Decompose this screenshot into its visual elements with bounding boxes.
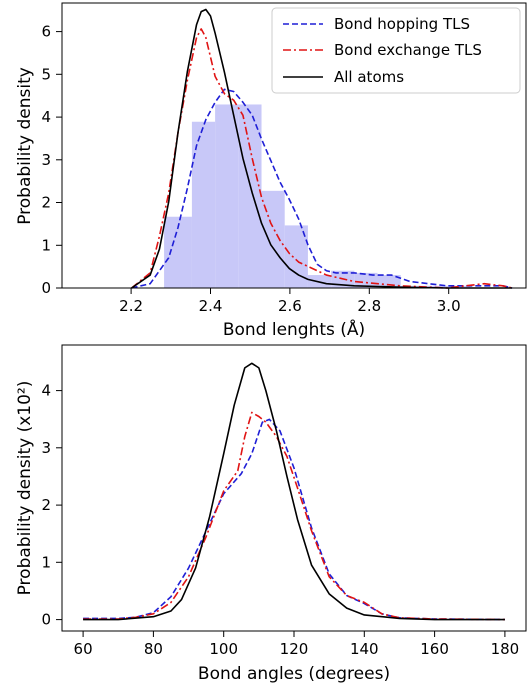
x-axis-top: 2.2 2.4 2.6 2.8 3.0 [119, 288, 461, 315]
x-tick-label: 80 [144, 640, 163, 658]
y-tick-label: 0 [41, 279, 51, 297]
histogram-bar [354, 272, 378, 288]
series-line-all-atoms [131, 8, 513, 289]
histogram-bar [284, 225, 308, 288]
histogram-bars [164, 104, 471, 289]
x-tick-label: 60 [74, 640, 93, 658]
series-line-bond-exchange-tls [131, 28, 513, 289]
histogram-bar [447, 285, 471, 288]
legend-label: All atoms [334, 68, 404, 86]
x-axis-title-bottom: Bond angles (degrees) [198, 664, 390, 684]
y-axis-top: 0 1 2 3 4 5 6 [41, 23, 62, 297]
y-tick-label: 4 [41, 108, 51, 126]
x-tick-label: 3.0 [437, 297, 461, 315]
x-tick-label: 180 [491, 640, 520, 658]
x-tick-label: 120 [280, 640, 309, 658]
x-axis-title-top: Bond lenghts (Å) [223, 318, 365, 340]
y-tick-label: 4 [41, 382, 51, 400]
bond-length-panel: 0 1 2 3 4 5 6 2.2 2.4 2.6 2.8 3.0 Bond l… [15, 2, 527, 340]
histogram-bar [215, 104, 239, 289]
axes-frame-top [61, 2, 527, 289]
y-tick-label: 5 [41, 65, 51, 83]
x-tick-label: 2.2 [119, 297, 143, 315]
y-axis-title-bottom: Probability density (x10²) [15, 381, 35, 596]
x-tick-label: 2.6 [278, 297, 302, 315]
x-axis-bottom: 60 80 100 120 140 160 180 [74, 631, 520, 658]
legend: Bond hopping TLS Bond exchange TLS All a… [271, 7, 521, 94]
plot-area-bottom [62, 345, 526, 631]
x-tick-label: 2.8 [357, 297, 381, 315]
y-tick-label: 6 [41, 23, 51, 41]
legend-label: Bond exchange TLS [334, 41, 482, 59]
histogram-bar [238, 104, 262, 289]
y-tick-label: 0 [41, 611, 51, 629]
y-tick-label: 2 [41, 194, 51, 212]
y-axis-bottom: 0 1 2 3 4 [41, 382, 62, 629]
series-line-all-atoms [83, 362, 505, 621]
histogram-bar [191, 121, 216, 288]
series-line-bond-hopping-tls [131, 88, 513, 289]
legend-box [271, 7, 521, 94]
x-tick-label: 2.4 [199, 297, 223, 315]
y-tick-label: 3 [41, 151, 51, 169]
series-lines-top [131, 8, 513, 289]
y-axis-title-top: Probability density [15, 67, 35, 225]
legend-label: Bond hopping TLS [334, 15, 470, 33]
x-tick-label: 100 [209, 640, 238, 658]
y-tick-label: 2 [41, 496, 51, 514]
x-tick-label: 140 [350, 640, 379, 658]
x-tick-label: 160 [420, 640, 449, 658]
y-tick-label: 3 [41, 439, 51, 457]
y-tick-label: 1 [41, 236, 51, 254]
y-tick-label: 1 [41, 553, 51, 571]
series-line-bond-exchange-tls [83, 411, 505, 621]
series-lines-bottom [83, 362, 505, 621]
bond-angle-panel: 0 1 2 3 4 60 80 100 120 140 160 180 Bond… [15, 344, 527, 684]
